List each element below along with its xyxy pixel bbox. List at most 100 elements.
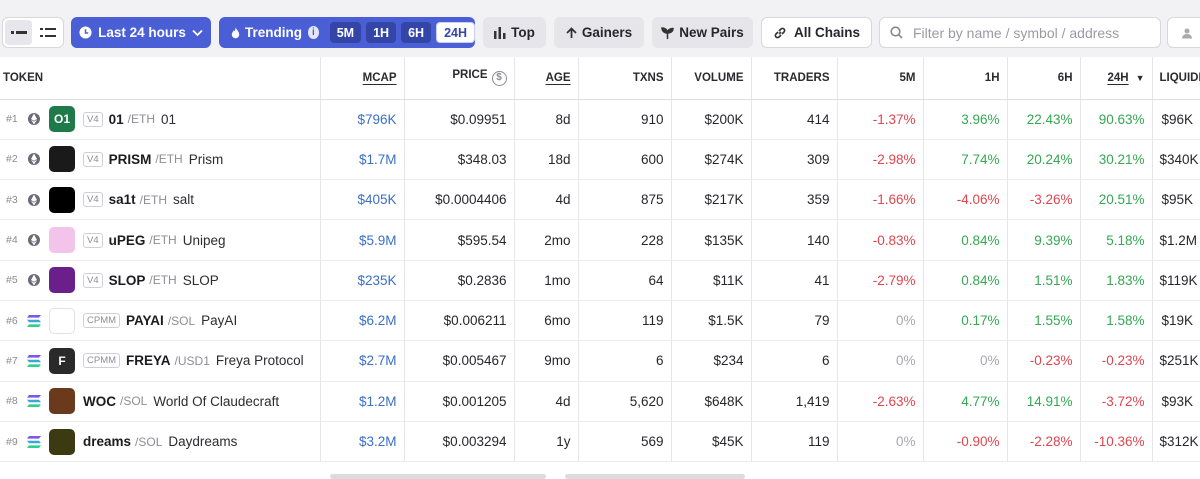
column-header-liquidity[interactable]: LIQUIDITY: [1151, 57, 1200, 100]
table-row[interactable]: #2 V4 PRISM/ETH Prism $1.7M $348.03 18d 600 $274…: [0, 139, 1200, 181]
txns-cell: 64: [577, 260, 671, 301]
column-header-volume[interactable]: VOLUME: [670, 57, 751, 100]
token-cell: #1 O1 V4 01/ETH 01: [0, 99, 320, 140]
timeframe-5m-button[interactable]: 5M: [329, 22, 362, 43]
quote-pair: /ETH: [149, 273, 177, 288]
info-icon[interactable]: i: [308, 26, 319, 39]
change-1h-cell: 0.84%: [922, 219, 1007, 261]
column-header-traders[interactable]: TRADERS: [750, 57, 837, 100]
compact-view-button[interactable]: [5, 20, 32, 45]
currency-toggle-icon[interactable]: $: [491, 71, 507, 87]
table-row[interactable]: #1 O1 V4 01/ETH 01 $796K $0.09951 8d 910 $200K 414…: [0, 99, 1200, 140]
txns-cell: 910: [577, 99, 671, 140]
token-symbol: PAYAI: [126, 313, 164, 329]
price-cell: $0.2836: [403, 260, 514, 301]
view-toggle-group: [2, 17, 64, 48]
ethereum-icon: [26, 272, 42, 288]
change-24h-cell: -3.72%: [1079, 381, 1152, 422]
column-header-1h[interactable]: 1H: [922, 57, 1007, 100]
liquidity-cell: $93K: [1151, 381, 1200, 422]
txns-cell: 119: [577, 300, 671, 342]
mcap-cell: $6.2M: [319, 300, 404, 342]
top-button[interactable]: Top: [483, 17, 546, 48]
price-cell: $0.09951: [403, 99, 514, 140]
dex-badge: V4: [83, 151, 103, 167]
price-cell: $0.0004406: [403, 179, 514, 221]
user-menu-button[interactable]: [1167, 17, 1200, 48]
token-symbol: PRISM: [108, 151, 152, 167]
horizontal-scrollbar-thumb[interactable]: [330, 474, 546, 479]
txns-cell: 5,620: [577, 381, 671, 422]
new-pairs-label: New Pairs: [679, 25, 744, 40]
change-1h-cell: 0.84%: [922, 260, 1007, 301]
change-5m-cell: -2.98%: [836, 139, 923, 181]
timeframe-1h-button[interactable]: 1H: [366, 22, 397, 43]
age-cell: 1y: [513, 421, 578, 463]
horizontal-scrollbar-track[interactable]: [565, 474, 745, 479]
liquidity-cell: $19K: [1151, 300, 1200, 342]
column-header-txns[interactable]: TXNS: [577, 57, 671, 100]
table-row[interactable]: #7 F CPMM FREYA/USD1 Freya Protocol $2.7M $0.0…: [0, 340, 1200, 382]
table-row[interactable]: #3 V4 sa1t/ETH salt $405K $0.0004406 4d 875 $217…: [0, 179, 1200, 221]
price-cell: $0.001205: [403, 381, 514, 422]
timeframe-6h-button[interactable]: 6H: [401, 22, 432, 43]
user-icon: [1182, 28, 1192, 38]
column-header-6h[interactable]: 6H: [1006, 57, 1080, 100]
all-chains-button[interactable]: All Chains: [761, 17, 872, 48]
column-header-5m[interactable]: 5M: [836, 57, 923, 100]
traders-cell: 414: [750, 99, 837, 140]
liquidity-cell: $119K: [1151, 260, 1200, 301]
traders-cell: 1,419: [750, 381, 837, 422]
mcap-cell: $1.7M: [319, 139, 404, 181]
mcap-cell: $3.2M: [319, 421, 404, 463]
gainers-button[interactable]: Gainers: [554, 17, 644, 48]
chevron-down-icon: [192, 29, 203, 36]
token-name: Unipeg: [182, 232, 226, 248]
change-1h-cell: 0%: [922, 340, 1007, 382]
timeframe-24h-button[interactable]: 24H: [436, 22, 475, 43]
quote-pair: /SOL: [135, 434, 163, 449]
change-6h-cell: -2.28%: [1006, 421, 1080, 463]
daydreams-token-logo: [49, 428, 75, 455]
age-cell: 8d: [513, 99, 578, 140]
price-cell: $348.03: [403, 139, 514, 181]
table-row[interactable]: #9 dreams/SOL Daydreams $3.2M $0.003294 1y 569…: [0, 421, 1200, 463]
table-row[interactable]: #6 CPMM PAYAI/SOL PayAI $6.2M $0.006211 6mo 119…: [0, 300, 1200, 342]
traders-cell: 79: [750, 300, 837, 342]
trending-button[interactable]: Trending: [245, 25, 303, 40]
time-range-dropdown[interactable]: Last 24 hours: [71, 17, 211, 48]
traders-cell: 6: [750, 340, 837, 382]
change-5m-cell: -1.66%: [836, 179, 923, 221]
change-6h-cell: 1.51%: [1006, 260, 1080, 301]
txns-cell: 600: [577, 139, 671, 181]
time-range-label: Last 24 hours: [98, 25, 186, 40]
change-24h-cell: -10.36%: [1079, 421, 1152, 463]
column-header-mcap[interactable]: MCAP: [319, 57, 404, 100]
table-row[interactable]: #5 V4 SLOP/ETH SLOP $235K $0.2836 1mo 64 $11K 41-…: [0, 260, 1200, 301]
arrow-up-icon: [566, 26, 577, 38]
price-cell: $595.54: [403, 219, 514, 261]
change-24h-cell: 30.21%: [1079, 139, 1152, 181]
table-row[interactable]: #8 WOC/SOL World Of Claudecraft $1.2M $0.001…: [0, 381, 1200, 422]
token-name: Freya Protocol: [215, 353, 304, 369]
new-pairs-button[interactable]: New Pairs: [652, 17, 753, 48]
rank-label: #1: [6, 113, 18, 126]
column-header-24h[interactable]: 24H ▼: [1079, 57, 1152, 100]
change-1h-cell: 3.96%: [922, 99, 1007, 140]
mcap-cell: $796K: [319, 99, 404, 140]
liquidity-cell: $251K: [1151, 340, 1200, 382]
list-view-button[interactable]: [34, 20, 61, 45]
column-header-price[interactable]: PRICE $: [403, 57, 514, 100]
change-24h-cell: 1.83%: [1079, 260, 1152, 301]
column-header-age[interactable]: AGE: [513, 57, 578, 100]
search-input[interactable]: [913, 24, 1153, 41]
token-cell: #6 CPMM PAYAI/SOL PayAI: [0, 300, 320, 342]
traders-cell: 119: [750, 421, 837, 463]
volume-cell: $11K: [670, 260, 751, 301]
rank-label: #4: [6, 234, 18, 247]
table-row[interactable]: #4 V4 uPEG/ETH Unipeg $5.9M $595.54 2mo 228 $135…: [0, 219, 1200, 261]
change-6h-cell: 20.24%: [1006, 139, 1080, 181]
dex-badge: V4: [83, 232, 103, 248]
change-5m-cell: -2.79%: [836, 260, 923, 301]
txns-cell: 228: [577, 219, 671, 261]
